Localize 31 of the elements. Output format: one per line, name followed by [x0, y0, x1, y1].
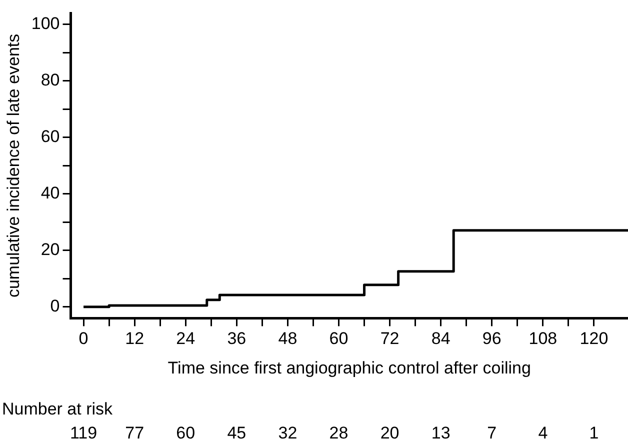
text: 28	[329, 424, 348, 443]
text: 60	[176, 424, 196, 443]
x-tick-label: 60	[329, 329, 348, 348]
y-tick-label: 0	[50, 296, 60, 316]
x-axis-title: Time since first angiographic control after coiling	[168, 358, 531, 378]
y-tick-label: 80	[40, 70, 60, 90]
y-tick-label: 60	[40, 127, 60, 146]
y-tick-label: 20	[40, 240, 60, 260]
x-tick-label: 48	[278, 329, 298, 348]
text: 7	[487, 424, 497, 443]
x-tick-label: 12	[125, 329, 144, 348]
text: Number at risk	[2, 400, 114, 419]
x-tick-label: 24	[176, 329, 196, 348]
x-tick-label: 72	[380, 329, 400, 348]
text: 32	[278, 424, 298, 443]
text: 119	[70, 424, 98, 443]
x-tick-label: 120	[580, 329, 608, 348]
text: 45	[227, 424, 246, 443]
text: 77	[125, 424, 144, 443]
x-tick-label: 108	[528, 329, 558, 348]
y-axis-title: cumulative incidence of late events	[4, 34, 23, 298]
y-tick-label: 40	[40, 184, 60, 203]
x-tick-label: 36	[227, 329, 246, 348]
text: 13	[431, 424, 450, 443]
x-tick-label: 0	[78, 329, 88, 348]
x-tick-label: 84	[431, 329, 450, 348]
text: 1	[589, 424, 599, 443]
text: 20	[380, 424, 400, 443]
x-tick-label: 96	[482, 329, 502, 348]
y-tick-label: 100	[31, 14, 60, 34]
text: 4	[538, 424, 548, 443]
